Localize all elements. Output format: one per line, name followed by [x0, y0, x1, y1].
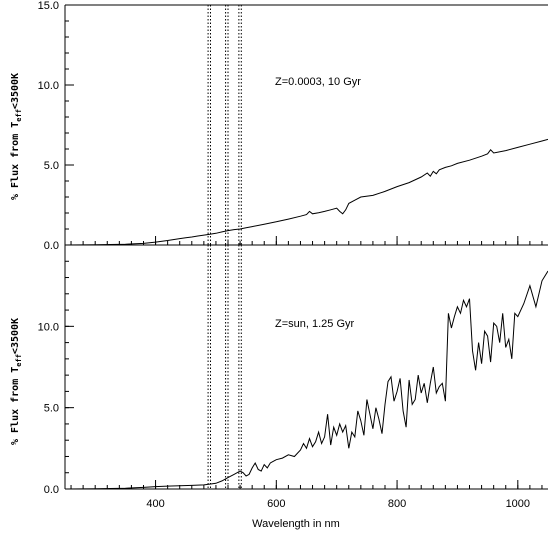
y-tick-label: 15.0	[38, 0, 59, 12]
y-axis-label-sub: eff	[15, 109, 23, 122]
y-axis-label-rest: <3500K	[10, 318, 21, 354]
panel-top: 0.0 5.0 10.0 15.0 Z=0.0003, 10 Gyr % Flux f…	[10, 0, 548, 252]
x-tick-label: 400	[146, 498, 164, 510]
x-tick-label: 800	[388, 498, 406, 510]
x-ticks-bottom	[70, 480, 543, 489]
x-axis-title: Wavelength in nm	[252, 518, 340, 530]
y-tick-label: 0.0	[44, 484, 59, 496]
x-tick-labels: 400 600 800 1000	[146, 498, 530, 510]
y-axis-label-sub: eff	[15, 354, 23, 367]
y-ticks-bottom: 0.0 5.0 10.0	[38, 244, 74, 496]
series-line-bottom	[64, 270, 548, 490]
y-tick-label: 10.0	[38, 321, 59, 333]
x-tick-label: 600	[267, 498, 285, 510]
y-axis-label-main: % Flux from T	[10, 367, 21, 445]
y-axis-label-main: % Flux from T	[10, 122, 21, 200]
y-tick-label: 10.0	[38, 80, 59, 92]
y-axis-label-rest: <3500K	[10, 73, 21, 109]
series-line-top	[64, 138, 548, 246]
y-axis-label-top: % Flux from Teff<3500K	[10, 73, 23, 200]
marker-lines-top	[207, 5, 242, 245]
panel-bottom: 0.0 5.0 10.0 Z=sun, 1.25 Gyr % Flux from T…	[10, 244, 548, 496]
y-axis-label-bottom: % Flux from Teff<3500K	[10, 318, 23, 445]
marker-lines-bottom	[207, 245, 242, 489]
annotation-top: Z=0.0003, 10 Gyr	[275, 76, 361, 88]
x-ticks-top	[70, 236, 543, 245]
y-tick-label: 5.0	[44, 403, 59, 415]
y-ticks-top: 0.0 5.0 10.0 15.0	[38, 0, 74, 252]
y-tick-label: 5.0	[44, 160, 59, 172]
x-tick-label: 1000	[506, 498, 530, 510]
y-tick-label: 0.0	[44, 240, 59, 252]
annotation-bottom: Z=sun, 1.25 Gyr	[275, 318, 355, 330]
